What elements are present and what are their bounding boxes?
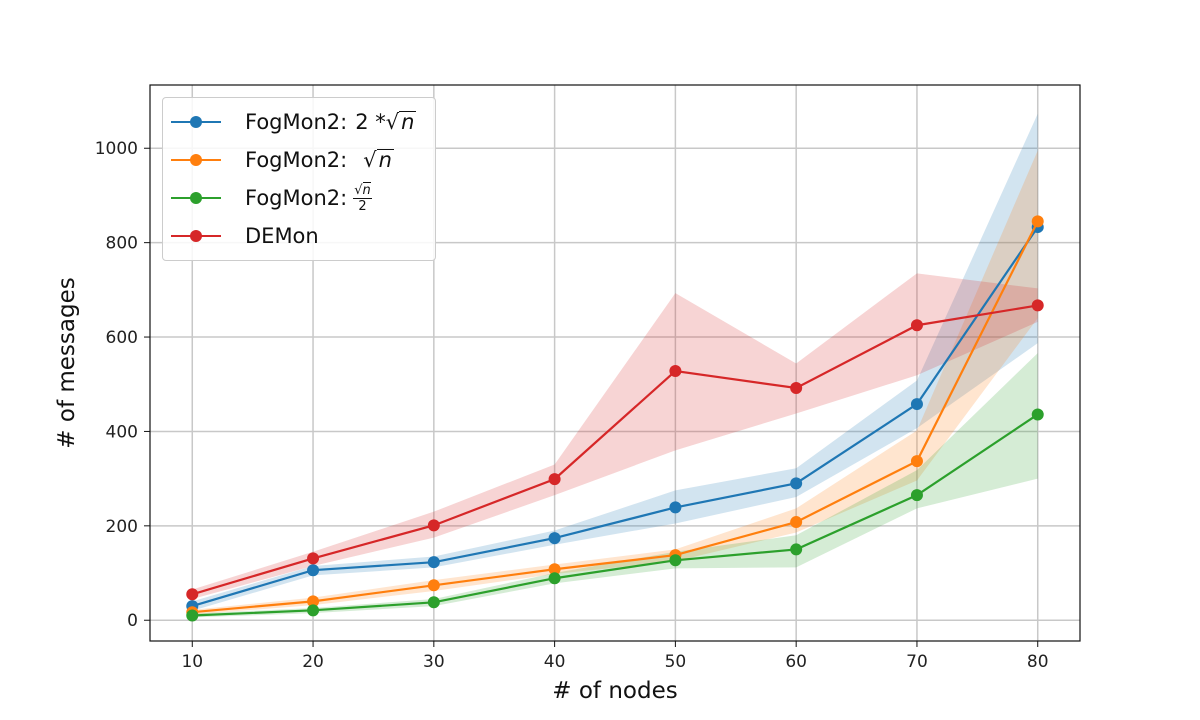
point-series-0 — [790, 477, 803, 490]
legend-marker — [171, 230, 221, 242]
legend-label: DEMon — [245, 224, 319, 248]
y-tick-label: 400 — [106, 422, 138, 442]
band-series-0 — [192, 113, 1038, 611]
point-series-1 — [307, 595, 320, 608]
grid — [150, 85, 1080, 641]
legend-marker — [171, 154, 221, 166]
point-series-3 — [548, 473, 561, 486]
point-series-3 — [1031, 299, 1044, 312]
point-series-0 — [548, 532, 561, 545]
legend-label: FogMon2: 2 * √ n — [245, 110, 417, 134]
point-series-3 — [669, 365, 682, 378]
point-series-2 — [1031, 408, 1044, 421]
x-tick-label: 30 — [423, 652, 445, 672]
line-series-3 — [191, 304, 1038, 596]
point-series-1 — [548, 563, 561, 576]
x-tick-label: 50 — [665, 652, 687, 672]
y-tick-label: 0 — [127, 611, 138, 631]
legend: FogMon2: 2 * √ n FogMon2: √ n FogMon2: √n 2 DEMon — [162, 97, 436, 261]
point-series-2 — [427, 596, 440, 609]
point-series-3 — [427, 519, 440, 532]
y-tick-label: 600 — [106, 328, 138, 348]
x-tick-label: 70 — [906, 652, 928, 672]
series-lines — [186, 215, 1044, 622]
x-tick-label: 10 — [181, 652, 203, 672]
x-tick-label: 40 — [544, 652, 566, 672]
line-series-1 — [192, 220, 1039, 614]
point-series-1 — [910, 455, 923, 468]
x-axis-label: # of nodes — [552, 678, 677, 704]
legend-entry: FogMon2: √n 2 — [163, 180, 372, 216]
legend-label: FogMon2: √ n — [245, 148, 394, 172]
y-tick-label: 1000 — [95, 139, 138, 159]
point-series-2 — [669, 554, 682, 567]
legend-entry: DEMon — [163, 218, 319, 254]
legend-label: FogMon2: √n 2 — [245, 181, 372, 214]
legend-marker — [171, 116, 221, 128]
y-axis-label: # of messages — [54, 277, 80, 448]
band-series-2 — [192, 353, 1038, 618]
point-series-1 — [427, 579, 440, 592]
point-series-3 — [307, 552, 320, 565]
legend-marker — [171, 192, 221, 204]
point-series-0 — [307, 564, 320, 577]
point-series-2 — [790, 543, 803, 556]
point-series-0 — [669, 501, 682, 514]
x-tick-label: 20 — [302, 652, 324, 672]
point-series-2 — [186, 609, 199, 622]
band-series-3 — [192, 273, 1038, 599]
plot-frame — [149, 84, 1081, 642]
point-series-3 — [790, 382, 803, 395]
point-series-0 — [427, 556, 440, 569]
line-series-0 — [191, 226, 1039, 608]
point-series-1 — [790, 516, 803, 529]
point-series-2 — [910, 489, 923, 502]
band-series-1 — [192, 150, 1038, 615]
x-tick-label: 80 — [1027, 652, 1049, 672]
point-series-2 — [307, 604, 320, 617]
y-tick-label: 800 — [106, 234, 138, 254]
x-tick-label: 60 — [785, 652, 807, 672]
point-series-3 — [910, 319, 923, 332]
legend-entry: FogMon2: 2 * √ n — [163, 104, 417, 140]
confidence-bands — [192, 113, 1038, 618]
point-series-0 — [910, 398, 923, 411]
point-series-1 — [1031, 215, 1044, 228]
y-tick-label: 200 — [106, 517, 138, 537]
point-series-2 — [548, 572, 561, 585]
point-series-3 — [186, 588, 199, 601]
legend-entry: FogMon2: √ n — [163, 142, 394, 178]
line-series-2 — [192, 413, 1039, 617]
